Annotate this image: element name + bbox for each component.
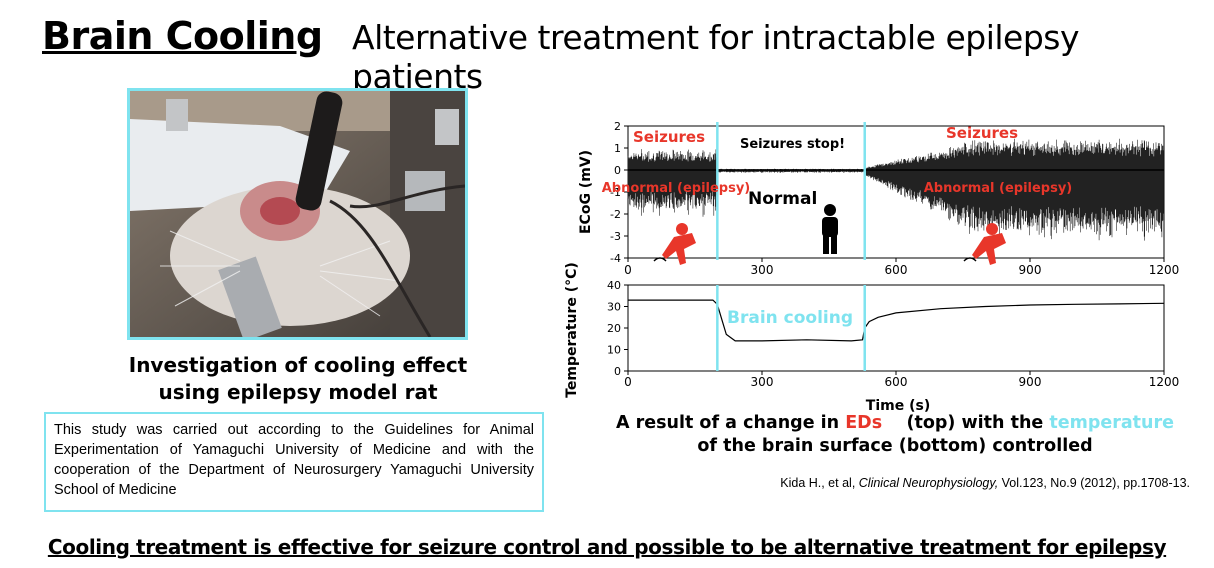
photo-caption-line1: Investigation of cooling effect: [128, 353, 468, 377]
seizure-person-icon-left: [653, 223, 696, 265]
brain-cooling-label: Brain cooling: [727, 308, 853, 328]
abnormal-left-label: Abnormal (epilepsy): [602, 181, 751, 196]
ecog-panel: -4 -3 -2 -1 0 1 2 0 300 600 900 1200 ECoG (mV) Sei…: [578, 120, 1179, 277]
study-note-box: This study was carried out according to …: [44, 412, 544, 512]
normal-person-icon: [822, 204, 838, 254]
temp-xtick-label: 1200: [1149, 375, 1180, 389]
temperature-series-line: [628, 299, 1165, 342]
result-caption-part2: (top) with the: [906, 413, 1050, 433]
ecog-ytick-label: -4: [610, 252, 621, 265]
ecog-ytick-label: -3: [610, 230, 621, 243]
ecog-ytick-label: -1: [610, 186, 621, 199]
temp-ytick-label: 0: [614, 365, 621, 378]
ecog-xtick-label: 300: [751, 263, 774, 277]
temp-ytick-label: 10: [607, 344, 621, 357]
ecog-ytick-label: 1: [614, 142, 621, 155]
normal-label: Normal: [748, 189, 817, 209]
temp-ytick-label: 40: [607, 279, 621, 292]
conclusion: Cooling treatment is effective for seizu…: [47, 535, 1167, 559]
page-title: Brain Cooling: [42, 14, 323, 58]
temperature-panel: 0 10 20 30 40 0 300 600 900 1200 Brain cooling T…: [564, 262, 1179, 414]
ecog-axis-label: ECoG (mV): [578, 150, 594, 234]
ecog-xtick-label: 1200: [1149, 263, 1180, 277]
result-caption-line1: A result of a change in EDs (top) with t…: [600, 412, 1190, 435]
result-caption-part1: A result of a change in: [615, 413, 846, 433]
photo-caption: Investigation of cooling effect using ep…: [100, 352, 496, 406]
ecog-xtick-label: 900: [1019, 263, 1042, 277]
ecog-xtick-label: 600: [885, 263, 908, 277]
ecog-ytick-label: 2: [614, 120, 621, 133]
temp-xtick-label: 600: [885, 375, 908, 389]
photo-caption-line2: using epilepsy model rat: [158, 380, 438, 404]
ecog-xtick-label: 0: [624, 263, 632, 277]
temp-xtick-label: 900: [1019, 375, 1042, 389]
result-caption: A result of a change in EDs (top) with t…: [600, 412, 1190, 458]
seizures-left-label: Seizures: [633, 128, 705, 146]
temp-xtick-label: 0: [624, 375, 632, 389]
result-caption-line2: of the brain surface (bottom) controlled: [697, 436, 1093, 456]
abnormal-right-label: Abnormal (epilepsy): [924, 181, 1073, 196]
eds-highlight: EDs: [845, 413, 883, 433]
temp-ytick-label: 20: [607, 322, 621, 335]
seizures-right-label: Seizures: [946, 124, 1018, 142]
temp-plot-frame: [627, 284, 1165, 372]
time-axis-label: Time (s): [866, 398, 930, 414]
temperature-axis-label: Temperature (°C): [564, 262, 580, 398]
ecog-temperature-chart: -4 -3 -2 -1 0 1 2 0 300 600 900 1200 ECoG (mV) Sei…: [550, 118, 1190, 418]
seizure-person-icon-right: [963, 223, 1006, 265]
seizures-stop-label: Seizures stop!: [740, 137, 845, 152]
citation: Kida H., et al, Clinical Neurophysiology…: [700, 476, 1190, 490]
ecog-ytick-label: 0: [614, 164, 621, 177]
citation-journal: Clinical Neurophysiology,: [858, 476, 999, 490]
temperature-highlight: temperature: [1049, 413, 1175, 433]
citation-authors: Kida H., et al,: [780, 476, 859, 490]
citation-details: Vol.123, No.9 (2012), pp.1708-13.: [998, 476, 1190, 490]
temp-xtick-label: 300: [751, 375, 774, 389]
page-subtitle: Alternative treatment for intractable ep…: [352, 18, 1080, 96]
rat-surgery-photo: [127, 88, 468, 340]
ecog-ytick-label: -2: [610, 208, 621, 221]
temp-ytick-label: 30: [607, 301, 621, 314]
